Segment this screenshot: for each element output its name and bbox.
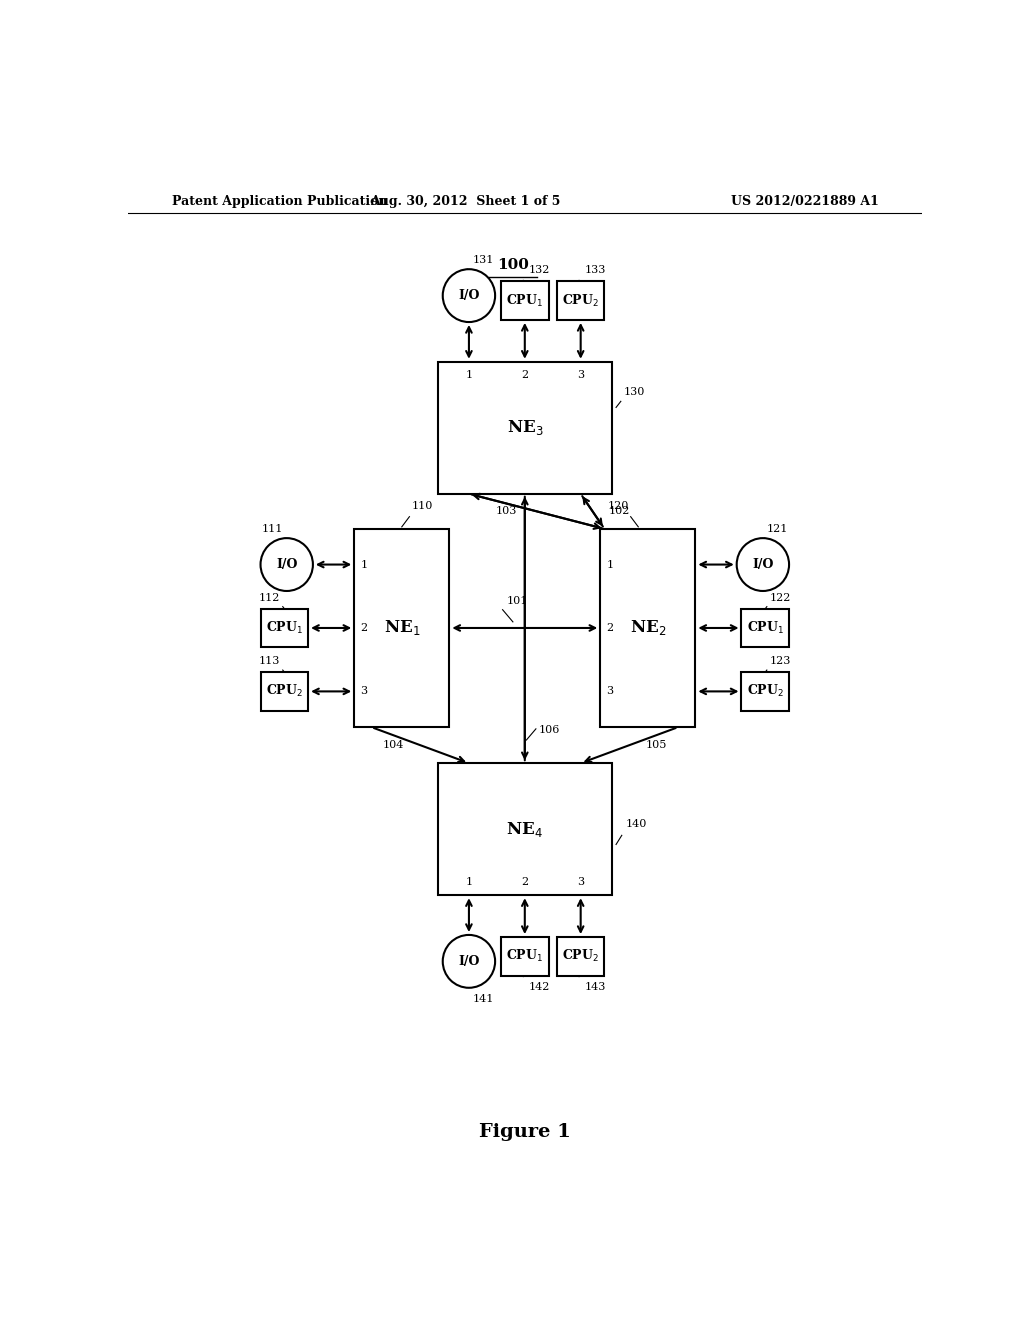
FancyBboxPatch shape — [501, 937, 549, 975]
Text: 141: 141 — [473, 994, 495, 1005]
Text: 100: 100 — [497, 259, 528, 272]
Text: I/O: I/O — [459, 954, 479, 968]
FancyBboxPatch shape — [501, 281, 549, 319]
Text: 112: 112 — [259, 593, 281, 602]
Text: 111: 111 — [261, 524, 283, 535]
Text: CPU$_2$: CPU$_2$ — [266, 684, 303, 700]
Text: 110: 110 — [412, 500, 433, 511]
Text: 105: 105 — [645, 741, 667, 750]
Text: 123: 123 — [769, 656, 791, 667]
Text: Aug. 30, 2012  Sheet 1 of 5: Aug. 30, 2012 Sheet 1 of 5 — [370, 194, 560, 207]
FancyBboxPatch shape — [260, 609, 308, 647]
Text: I/O: I/O — [753, 558, 773, 572]
Text: NE$_3$: NE$_3$ — [507, 418, 543, 437]
Text: CPU$_1$: CPU$_1$ — [506, 293, 544, 309]
Text: 2: 2 — [360, 623, 368, 634]
FancyBboxPatch shape — [557, 937, 604, 975]
FancyBboxPatch shape — [437, 362, 612, 494]
Text: 122: 122 — [769, 593, 791, 602]
Text: 3: 3 — [360, 686, 368, 697]
Text: 104: 104 — [383, 741, 404, 750]
Text: 132: 132 — [528, 265, 550, 276]
Text: CPU$_1$: CPU$_1$ — [266, 620, 303, 636]
FancyBboxPatch shape — [260, 672, 308, 710]
Text: 3: 3 — [578, 878, 585, 887]
Ellipse shape — [442, 935, 496, 987]
Text: 2: 2 — [521, 370, 528, 380]
Text: 1: 1 — [606, 560, 613, 569]
Text: CPU$_2$: CPU$_2$ — [746, 684, 783, 700]
Text: NE$_4$: NE$_4$ — [507, 820, 543, 838]
FancyBboxPatch shape — [354, 529, 450, 727]
Text: 140: 140 — [626, 820, 647, 829]
Text: CPU$_1$: CPU$_1$ — [746, 620, 783, 636]
Text: I/O: I/O — [459, 289, 479, 302]
Text: 1: 1 — [360, 560, 368, 569]
Text: 1: 1 — [465, 370, 472, 380]
Text: 120: 120 — [607, 500, 629, 511]
Text: 113: 113 — [259, 656, 281, 667]
Ellipse shape — [442, 269, 496, 322]
Text: CPU$_2$: CPU$_2$ — [562, 293, 599, 309]
FancyBboxPatch shape — [600, 529, 695, 727]
Text: 3: 3 — [578, 370, 585, 380]
Text: NE$_1$: NE$_1$ — [384, 619, 420, 638]
Text: 106: 106 — [539, 725, 560, 735]
Text: 1: 1 — [465, 878, 472, 887]
Ellipse shape — [736, 539, 790, 591]
FancyBboxPatch shape — [437, 763, 612, 895]
Ellipse shape — [260, 539, 313, 591]
Text: I/O: I/O — [276, 558, 297, 572]
Text: NE$_2$: NE$_2$ — [630, 619, 666, 638]
Text: 121: 121 — [767, 524, 788, 535]
Text: 143: 143 — [585, 982, 606, 991]
Text: 2: 2 — [606, 623, 613, 634]
Text: 103: 103 — [496, 507, 517, 516]
Text: CPU$_2$: CPU$_2$ — [562, 948, 599, 965]
Text: CPU$_1$: CPU$_1$ — [506, 948, 544, 965]
Text: 3: 3 — [606, 686, 613, 697]
Text: 130: 130 — [624, 387, 645, 397]
FancyBboxPatch shape — [557, 281, 604, 319]
Text: 131: 131 — [473, 255, 495, 265]
Text: 142: 142 — [528, 982, 550, 991]
FancyBboxPatch shape — [741, 672, 790, 710]
FancyBboxPatch shape — [741, 609, 790, 647]
Text: Patent Application Publication: Patent Application Publication — [172, 194, 387, 207]
Text: 2: 2 — [521, 878, 528, 887]
Text: 133: 133 — [585, 265, 606, 276]
Text: US 2012/0221889 A1: US 2012/0221889 A1 — [731, 194, 879, 207]
Text: 102: 102 — [608, 507, 630, 516]
Text: Figure 1: Figure 1 — [479, 1123, 570, 1140]
Text: 101: 101 — [506, 595, 527, 606]
